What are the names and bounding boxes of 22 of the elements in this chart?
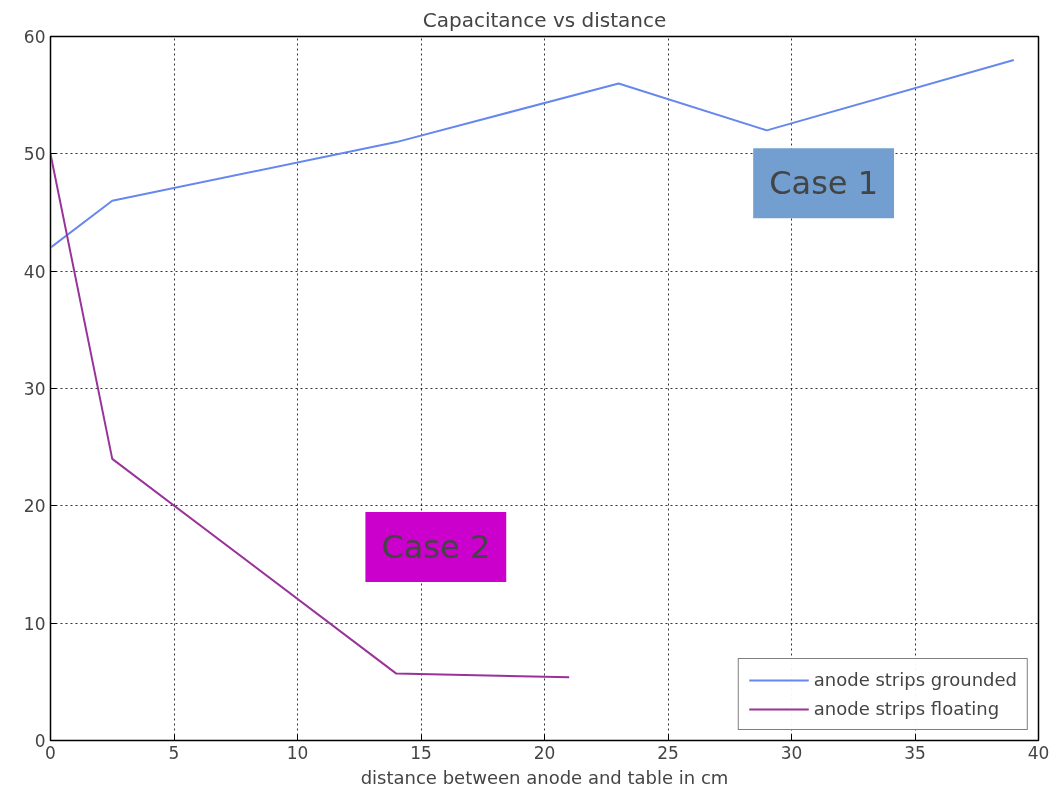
legend-label: anode strips floating <box>813 698 1000 719</box>
annotation: Case 2 <box>381 527 491 566</box>
x-tick-label: 35 <box>904 742 926 763</box>
line-series <box>50 152 571 679</box>
y-tick-label: 60 <box>23 27 46 47</box>
x-tick-label: 30 <box>780 742 803 763</box>
x-tick-label: 25 <box>657 742 679 763</box>
line-series <box>50 58 1015 249</box>
y-tick-label: 20 <box>23 496 46 517</box>
x-tick-label: 20 <box>533 742 556 763</box>
y-tick-label: 50 <box>23 144 46 165</box>
chart-title: Capacitance vs distance <box>422 7 667 32</box>
x-tick-label: 15 <box>410 742 432 763</box>
annotation: Case 1 <box>769 164 879 203</box>
x-tick-label: 40 <box>1027 742 1050 763</box>
legend-label: anode strips grounded <box>813 669 1017 690</box>
x-tick-label: 5 <box>168 742 180 763</box>
x-tick-label: 10 <box>286 742 309 763</box>
y-tick-label: 10 <box>23 613 46 634</box>
y-tick-label: 30 <box>23 379 46 399</box>
x-axis-title: distance between anode and table in cm <box>360 766 729 788</box>
y-tick-label: 40 <box>23 261 46 282</box>
